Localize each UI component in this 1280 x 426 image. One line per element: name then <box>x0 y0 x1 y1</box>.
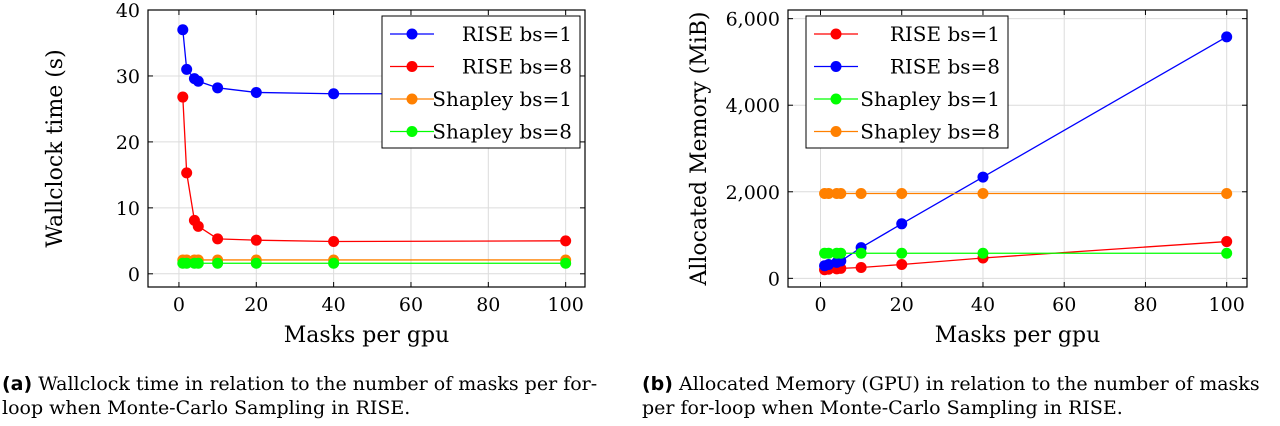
data-point <box>855 247 867 259</box>
data-point <box>835 247 847 259</box>
legend-marker <box>406 126 418 137</box>
legend-marker <box>830 61 842 72</box>
x-tick-label: 40 <box>322 294 346 316</box>
data-point <box>250 86 262 98</box>
data-point <box>896 218 908 230</box>
data-point <box>823 247 835 259</box>
data-point <box>328 257 340 269</box>
legend: RISE bs=1 RISE bs=8 Shapley bs=1 Shapley bs… <box>805 15 1009 149</box>
y-tick-label: 2,000 <box>726 182 780 204</box>
y-axis-title: Wallclock time (s) <box>43 49 68 247</box>
data-point <box>181 63 193 75</box>
series-2 <box>819 247 1233 259</box>
caption-a-label: (a) <box>2 373 33 395</box>
data-point <box>1221 236 1233 248</box>
caption-a: (a) Wallclock time in relation to the nu… <box>2 372 622 420</box>
data-point <box>328 235 340 247</box>
data-point <box>835 188 847 200</box>
data-point <box>977 171 989 183</box>
x-tick-label: 0 <box>173 294 185 316</box>
y-axis-title: Allocated Memory (MiB) <box>687 11 712 286</box>
data-point <box>560 257 572 269</box>
data-point <box>896 188 908 200</box>
series-3 <box>177 257 572 269</box>
y-tick-label: 4,000 <box>726 95 780 117</box>
data-point <box>212 257 224 269</box>
series-0 <box>819 236 1233 276</box>
x-axis-title: Masks per gpu <box>935 323 1101 348</box>
data-point <box>1221 188 1233 200</box>
x-tick-label: 80 <box>1133 294 1157 316</box>
data-point <box>181 167 193 179</box>
data-point <box>560 235 572 247</box>
caption-a-text: Wallclock time in relation to the number… <box>2 373 598 419</box>
x-axis-title: Masks per gpu <box>284 323 450 348</box>
x-tick-label: 20 <box>244 294 268 316</box>
series-1 <box>819 31 1233 272</box>
x-tick-label: 0 <box>814 294 826 316</box>
x-tick-label: 100 <box>548 294 584 316</box>
y-tick-label: 10 <box>116 198 140 220</box>
legend-label: RISE bs=1 <box>890 22 1000 46</box>
legend-marker <box>406 28 418 40</box>
legend-label: Shapley bs=1 <box>432 87 572 111</box>
plot-frame <box>147 9 586 288</box>
legend-marker <box>830 28 842 40</box>
legend-label: RISE bs=1 <box>462 22 572 46</box>
data-point <box>192 220 204 232</box>
plot-frame <box>787 9 1248 288</box>
y-tick-label: 0 <box>768 268 780 290</box>
legend-label: Shapley bs=8 <box>432 120 572 144</box>
y-tick-label: 20 <box>116 132 140 154</box>
legend: RISE bs=1 RISE bs=8 Shapley bs=1 Shapley bs… <box>381 15 581 149</box>
data-point <box>250 234 262 246</box>
data-point <box>177 91 189 103</box>
chart-b: RISE bs=1 RISE bs=8 Shapley bs=1 Shapley bs… <box>687 9 1248 348</box>
data-point <box>1221 247 1233 259</box>
data-point <box>192 75 204 87</box>
legend-label: RISE bs=8 <box>890 55 1000 79</box>
x-tick-label: 80 <box>476 294 500 316</box>
legend-marker <box>406 61 418 72</box>
data-point <box>212 82 224 94</box>
y-tick-label: 0 <box>128 264 140 286</box>
series-1 <box>177 91 572 247</box>
legend-marker <box>830 93 842 105</box>
legend-label: Shapley bs=8 <box>860 120 1000 144</box>
caption-b-label: (b) <box>642 373 673 395</box>
data-point <box>855 262 867 274</box>
y-tick-label: 30 <box>116 66 140 88</box>
y-tick-label: 6,000 <box>726 9 780 31</box>
legend-label: Shapley bs=1 <box>860 87 1000 111</box>
caption-b-text: Allocated Memory (GPU) in relation to th… <box>642 373 1260 419</box>
data-point <box>823 188 835 200</box>
x-tick-label: 60 <box>1052 294 1076 316</box>
data-point <box>177 24 189 36</box>
x-tick-label: 40 <box>971 294 995 316</box>
caption-b: (b) Allocated Memory (GPU) in relation t… <box>642 372 1278 420</box>
data-point <box>977 188 989 200</box>
data-point <box>192 257 204 269</box>
legend-marker <box>830 126 842 137</box>
series-line <box>182 97 566 243</box>
legend-marker <box>406 93 418 105</box>
data-point <box>212 233 224 245</box>
data-point <box>328 88 340 100</box>
data-point <box>896 247 908 259</box>
x-tick-label: 60 <box>399 294 423 316</box>
data-point <box>977 247 989 259</box>
data-point <box>855 188 867 200</box>
y-tick-label: 40 <box>116 0 140 22</box>
chart-a: RISE bs=1 RISE bs=8 Shapley bs=1 Shapley bs… <box>43 0 586 348</box>
series-3 <box>819 188 1233 200</box>
series-line <box>824 240 1227 271</box>
data-point <box>250 257 262 269</box>
x-tick-label: 20 <box>890 294 914 316</box>
legend-label: RISE bs=8 <box>462 55 572 79</box>
data-point <box>181 257 193 269</box>
data-point <box>896 258 908 270</box>
x-tick-label: 100 <box>1209 294 1245 316</box>
data-point <box>1221 31 1233 43</box>
